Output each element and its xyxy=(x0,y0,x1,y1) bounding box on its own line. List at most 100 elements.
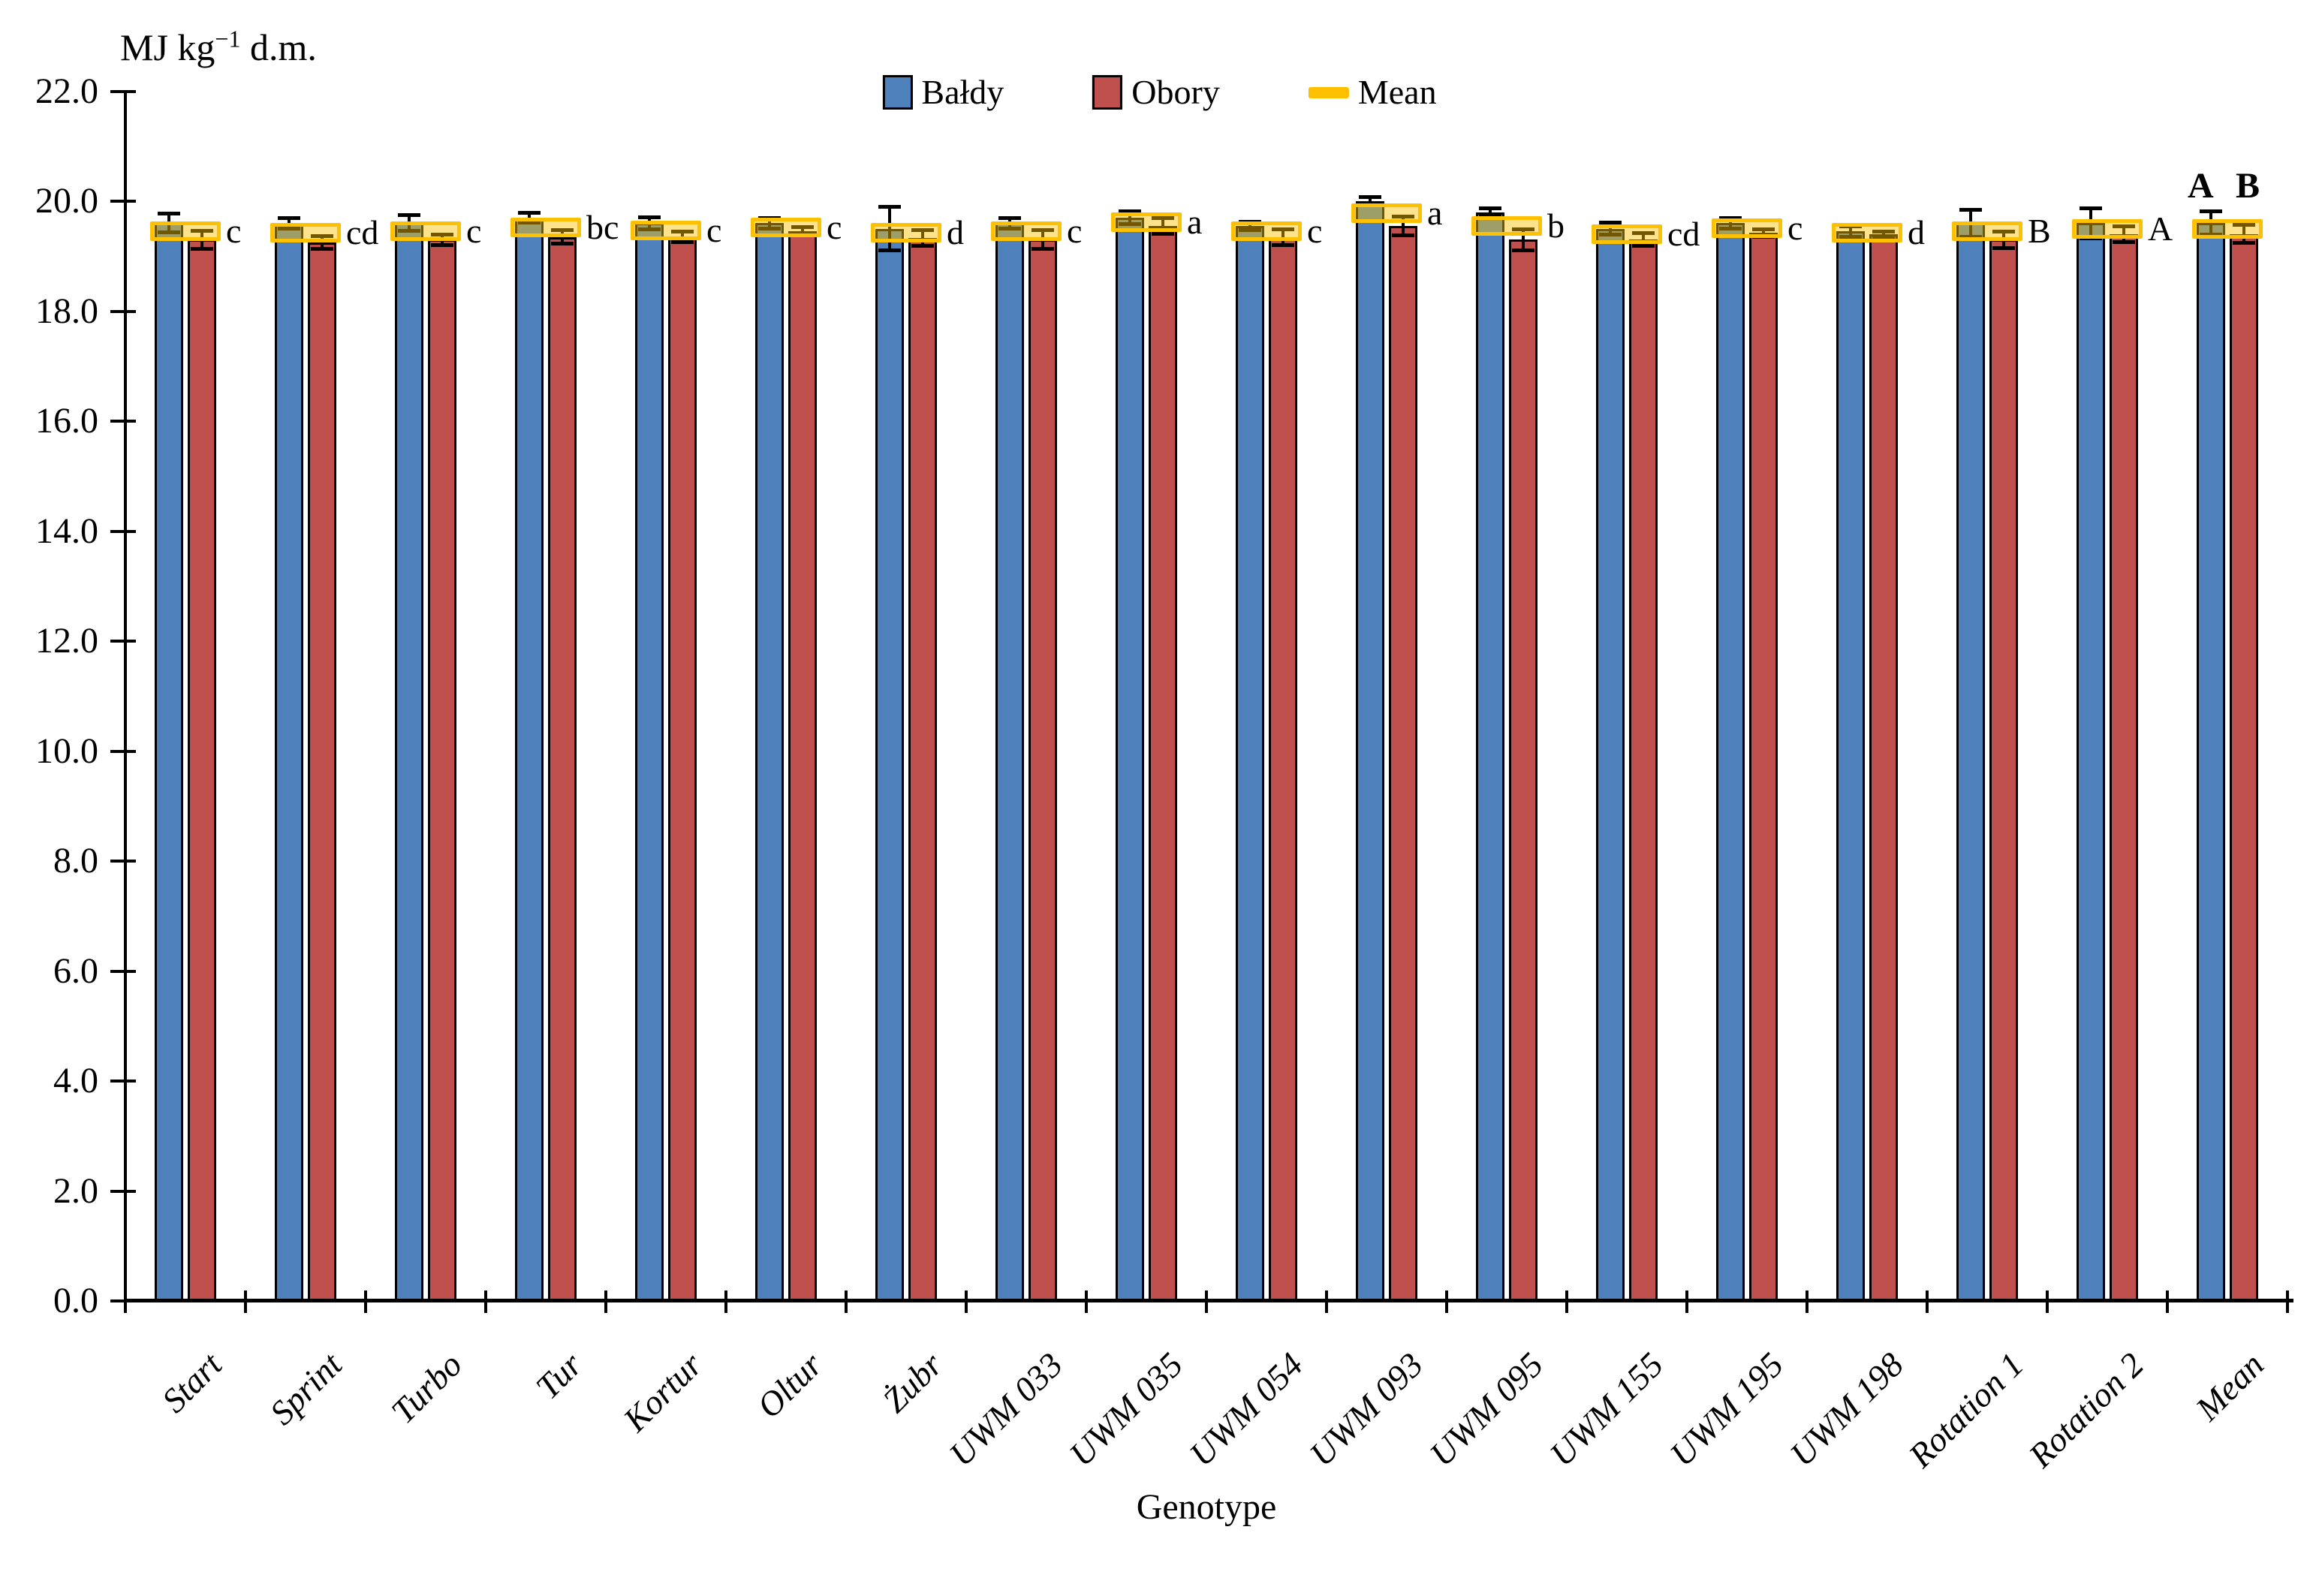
errorbar-cap-bottom-baldy-uwm-155 xyxy=(1599,233,1622,237)
errorbar-cap-bottom-obory-uwm-155 xyxy=(1632,244,1655,248)
bar-chart-figure: MJ kg−1 d.m. Bałdy Obory Mean 0.0 2.0 4.0 6… xyxy=(35,26,2293,1527)
mean-marker-tur xyxy=(510,218,581,238)
errorbar-obory-uwm-054 xyxy=(1281,228,1284,245)
errorbar-cap-bottom-obory-rotation-1 xyxy=(1992,245,2015,250)
x-tick-6 xyxy=(845,1290,848,1313)
mean-marker-rotation-1 xyxy=(1952,221,2022,242)
legend: Bałdy Obory Mean xyxy=(882,73,1437,111)
errorbar-cap-top-baldy-sprint xyxy=(278,215,300,220)
errorbar-obory-rotation-2 xyxy=(2122,225,2125,242)
y-tick-14 xyxy=(110,529,136,533)
errorbar-baldy-oltur xyxy=(768,217,771,229)
x-tick-label-mean: Mean xyxy=(2188,1345,2272,1429)
x-axis-title: Genotype xyxy=(1136,1487,1277,1527)
bar-obory-uwm-054 xyxy=(1269,236,1297,1301)
x-tick-label-uwm-155: UWM 155 xyxy=(1542,1345,1671,1474)
errorbar-baldy-tur xyxy=(528,212,531,224)
x-tick-label-oltur: Oltur xyxy=(749,1345,830,1426)
errorbar-cap-bottom-baldy-tur xyxy=(518,221,541,225)
errorbar-cap-bottom-obory-mean xyxy=(2233,241,2255,245)
mean-marker-uwm-054 xyxy=(1231,221,1302,242)
sig-letter-uwm-095: b xyxy=(1547,206,1565,245)
errorbar-cap-bottom-baldy-kortur xyxy=(638,227,661,232)
errorbar-cap-top-baldy-rotation-2 xyxy=(2080,206,2102,210)
errorbar-cap-top-obory-mean xyxy=(2233,223,2255,227)
y-tick-20 xyxy=(110,200,136,203)
bar-baldy-start xyxy=(155,223,183,1301)
errorbar-cap-bottom-obory-tur xyxy=(551,242,574,246)
bar-obory-rotation-2 xyxy=(2110,233,2138,1301)
y-tick-6 xyxy=(110,969,136,973)
bar-baldy-uwm-033 xyxy=(995,223,1024,1301)
x-tick-label-tur: Tur xyxy=(528,1345,590,1407)
y-tick-label-12: 12.0 xyxy=(35,621,98,661)
errorbar-baldy-żubr xyxy=(888,206,891,251)
errorbar-cap-top-baldy-uwm-033 xyxy=(998,215,1021,220)
errorbar-cap-bottom-obory-kortur xyxy=(671,239,694,244)
x-tick-2 xyxy=(364,1290,367,1313)
bar-baldy-uwm-095 xyxy=(1476,212,1504,1301)
errorbar-cap-bottom-obory-uwm-033 xyxy=(1032,247,1054,251)
mean-marker-uwm-155 xyxy=(1592,224,1662,244)
sig-letter-uwm-093: a xyxy=(1427,194,1443,233)
errorbar-cap-top-baldy-uwm-195 xyxy=(1719,215,1742,220)
x-tick-3 xyxy=(484,1290,487,1313)
x-tick-label-rotation-2: Rotation 2 xyxy=(2021,1345,2152,1475)
x-tick-16 xyxy=(2046,1290,2049,1313)
errorbar-cap-top-baldy-kortur xyxy=(638,215,661,219)
errorbar-cap-top-baldy-mean xyxy=(2200,209,2222,214)
bar-baldy-żubr xyxy=(875,228,904,1301)
bar-baldy-sprint xyxy=(275,223,303,1301)
x-tick-10 xyxy=(1325,1290,1328,1313)
bar-obory-oltur xyxy=(788,231,817,1301)
errorbar-cap-top-baldy-uwm-035 xyxy=(1119,209,1141,214)
bar-obory-uwm-033 xyxy=(1028,239,1057,1301)
errorbar-cap-top-baldy-uwm-093 xyxy=(1359,195,1381,200)
errorbar-cap-bottom-obory-żubr xyxy=(911,244,934,248)
errorbar-cap-bottom-obory-uwm-198 xyxy=(1872,235,1895,239)
x-tick-label-uwm-054: UWM 054 xyxy=(1182,1345,1311,1474)
y-tick-label-16: 16.0 xyxy=(35,401,98,441)
legend-label-baldy: Bałdy xyxy=(921,73,1004,111)
errorbar-cap-bottom-baldy-uwm-198 xyxy=(1839,234,1862,239)
errorbar-cap-bottom-obory-uwm-093 xyxy=(1392,233,1414,238)
y-tick-0 xyxy=(110,1299,136,1302)
errorbar-cap-top-baldy-uwm-095 xyxy=(1479,206,1501,210)
mean-marker-uwm-195 xyxy=(1712,218,1782,238)
sig-letter-uwm-195: c xyxy=(1787,208,1803,247)
errorbar-cap-bottom-obory-uwm-095 xyxy=(1512,248,1534,252)
y-axis-line xyxy=(124,89,127,1302)
y-tick-2 xyxy=(110,1189,136,1193)
y-tick-16 xyxy=(110,420,136,423)
x-tick-label-żubr: Żubr xyxy=(875,1345,950,1420)
sig-letter-uwm-054: c xyxy=(1307,212,1323,251)
y-axis-unit-suffix: d.m. xyxy=(240,26,317,68)
sig-letter-uwm-155: cd xyxy=(1667,214,1700,253)
errorbar-cap-top-obory-uwm-198 xyxy=(1872,229,1895,233)
bar-obory-mean xyxy=(2230,233,2258,1301)
legend-label-obory: Obory xyxy=(1131,73,1220,111)
y-tick-10 xyxy=(110,749,136,753)
bar-obory-uwm-035 xyxy=(1149,225,1177,1301)
x-tick-9 xyxy=(1205,1290,1208,1313)
errorbar-obory-uwm-093 xyxy=(1402,215,1405,236)
errorbar-cap-top-obory-uwm-033 xyxy=(1032,228,1054,233)
errorbar-cap-bottom-obory-sprint xyxy=(311,246,333,251)
errorbar-cap-top-baldy-uwm-155 xyxy=(1599,220,1622,224)
x-tick-4 xyxy=(604,1290,607,1313)
errorbar-cap-bottom-baldy-start xyxy=(158,230,180,235)
x-tick-label-kortur: Kortur xyxy=(616,1345,710,1439)
bar-baldy-uwm-155 xyxy=(1596,228,1625,1301)
sig-letter-rotation-1: B xyxy=(2028,212,2051,251)
y-tick-label-8: 8.0 xyxy=(53,841,98,881)
x-tick-11 xyxy=(1445,1290,1448,1313)
errorbar-cap-bottom-baldy-oltur xyxy=(758,226,781,230)
errorbar-baldy-rotation-2 xyxy=(2089,207,2092,239)
errorbar-baldy-uwm-035 xyxy=(1128,211,1131,224)
errorbar-obory-uwm-198 xyxy=(1882,230,1885,238)
bar-obory-żubr xyxy=(908,238,937,1301)
sig-letter-turbo: c xyxy=(466,212,482,251)
mean-marker-uwm-035 xyxy=(1111,212,1182,232)
errorbar-cap-top-obory-uwm-095 xyxy=(1512,227,1534,231)
errorbar-cap-top-obory-turbo xyxy=(431,232,453,236)
